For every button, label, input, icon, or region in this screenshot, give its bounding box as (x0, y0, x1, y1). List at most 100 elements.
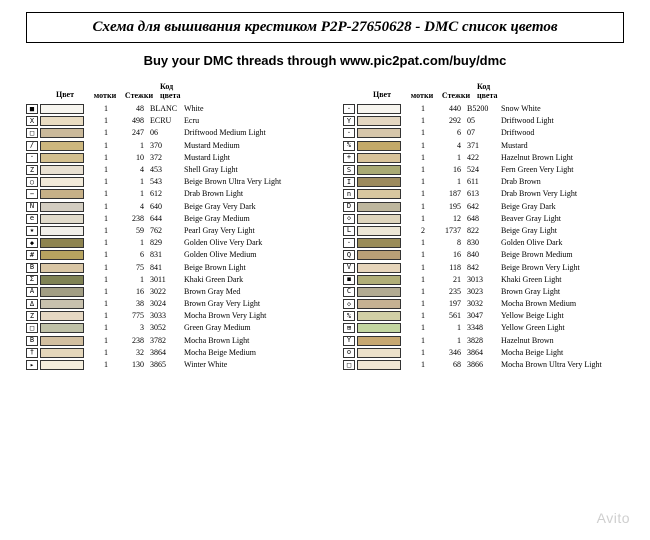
color-swatch (40, 177, 84, 187)
thread-name: Beige Brown Very Light (501, 264, 624, 272)
stitch-count: 6 (114, 251, 150, 259)
thread-name: Mocha Brown Very Light (184, 312, 307, 320)
skein-count: 1 (88, 361, 114, 369)
pattern-symbol: o (343, 348, 355, 358)
color-swatch (40, 323, 84, 333)
pattern-symbol: % (343, 141, 355, 151)
thread-code: 422 (467, 154, 501, 162)
thread-name: Beige Gray Dark (501, 203, 624, 211)
skein-count: 1 (405, 117, 431, 125)
color-swatch (357, 202, 401, 212)
thread-name: Snow White (501, 105, 624, 113)
skein-count: 1 (88, 239, 114, 247)
pattern-symbol: % (343, 311, 355, 321)
stitch-count: 38 (114, 300, 150, 308)
pattern-symbol: · (26, 153, 38, 163)
thread-code: 3032 (467, 300, 501, 308)
column-header: Цвет мотки Стежки Код цвета (343, 82, 624, 100)
stitch-count: 68 (431, 361, 467, 369)
stitch-count: 1 (114, 239, 150, 247)
stitch-count: 561 (431, 312, 467, 320)
pattern-symbol: C (343, 287, 355, 297)
thread-code: 3782 (150, 337, 184, 345)
pattern-symbol: ◇ (343, 214, 355, 224)
thread-row: Δ1383024Brown Gray Very Light (26, 298, 307, 310)
color-swatch (40, 311, 84, 321)
thread-row: D1195642Beige Gray Dark (343, 201, 624, 213)
color-swatch (40, 189, 84, 199)
color-swatch (357, 323, 401, 333)
thread-row: ◇112648Beaver Gray Light (343, 213, 624, 225)
skein-count: 1 (88, 105, 114, 113)
pattern-symbol: # (26, 250, 38, 260)
stitch-count: 4 (431, 142, 467, 150)
stitch-count: 1 (431, 324, 467, 332)
thread-code: 762 (150, 227, 184, 235)
color-swatch (357, 360, 401, 370)
color-swatch (357, 153, 401, 163)
skein-count: 1 (405, 288, 431, 296)
color-swatch (357, 141, 401, 151)
pattern-symbol: B (26, 263, 38, 273)
thread-code: 3864 (467, 349, 501, 357)
skein-count: 1 (88, 215, 114, 223)
thread-row: L21737822Beige Gray Light (343, 225, 624, 237)
pattern-symbol: B (26, 336, 38, 346)
skein-count: 1 (405, 142, 431, 150)
pattern-symbol: Y (343, 116, 355, 126)
thread-name: Beige Brown Medium (501, 251, 624, 259)
skein-count: 1 (88, 337, 114, 345)
pattern-symbol: e (26, 214, 38, 224)
thread-name: Drab Brown Very Light (501, 190, 624, 198)
pattern-symbol: ○ (26, 177, 38, 187)
thread-name: White (184, 105, 307, 113)
thread-code: 370 (150, 142, 184, 150)
thread-row: Z14453Shell Gray Light (26, 164, 307, 176)
stitch-count: 130 (114, 361, 150, 369)
thread-code: 05 (467, 117, 501, 125)
thread-row: †1323864Mocha Beige Medium (26, 347, 307, 359)
thread-columns: Цвет мотки Стежки Код цвета ■148BLANCWhi… (12, 82, 638, 371)
thread-code: 840 (467, 251, 501, 259)
thread-row: S116524Fern Green Very Light (343, 164, 624, 176)
thread-code: 841 (150, 264, 184, 272)
thread-name: Mustard Medium (184, 142, 307, 150)
thread-row: #16831Golden Olive Medium (26, 249, 307, 261)
thread-code: 640 (150, 203, 184, 211)
thread-code: 3047 (467, 312, 501, 320)
color-swatch (357, 214, 401, 224)
skein-count: 1 (405, 300, 431, 308)
thread-code: 372 (150, 154, 184, 162)
thread-row: □1683866Mocha Brown Ultra Very Light (343, 359, 624, 371)
thread-row: ·110372Mustard Light (26, 152, 307, 164)
pattern-symbol: V (343, 263, 355, 273)
pattern-symbol: X (26, 116, 38, 126)
stitch-count: 195 (431, 203, 467, 211)
color-swatch (357, 104, 401, 114)
skein-count: 1 (405, 190, 431, 198)
skein-count: 1 (405, 166, 431, 174)
thread-code: BLANC (150, 105, 184, 113)
thread-code: 613 (467, 190, 501, 198)
thread-code: 3011 (150, 276, 184, 284)
color-swatch (40, 104, 84, 114)
hdr-stitches: Стежки (441, 91, 477, 100)
right-column: Цвет мотки Стежки Код цвета ·1440B5200Sn… (343, 82, 624, 371)
stitch-count: 1 (431, 154, 467, 162)
skein-count: 1 (88, 324, 114, 332)
thread-code: 3033 (150, 312, 184, 320)
thread-name: Beige Gray Light (501, 227, 624, 235)
skein-count: 1 (405, 264, 431, 272)
thread-name: Golden Olive Medium (184, 251, 307, 259)
skein-count: 1 (405, 129, 431, 137)
color-swatch (357, 177, 401, 187)
thread-code: 831 (150, 251, 184, 259)
thread-name: Mocha Brown Light (184, 337, 307, 345)
color-swatch (357, 128, 401, 138)
hdr-color: Цвет (359, 90, 405, 100)
thread-name: Hazelnut Brown (501, 337, 624, 345)
stitch-count: 4 (114, 166, 150, 174)
pattern-symbol: / (26, 141, 38, 151)
color-swatch (40, 141, 84, 151)
stitch-count: 247 (114, 129, 150, 137)
